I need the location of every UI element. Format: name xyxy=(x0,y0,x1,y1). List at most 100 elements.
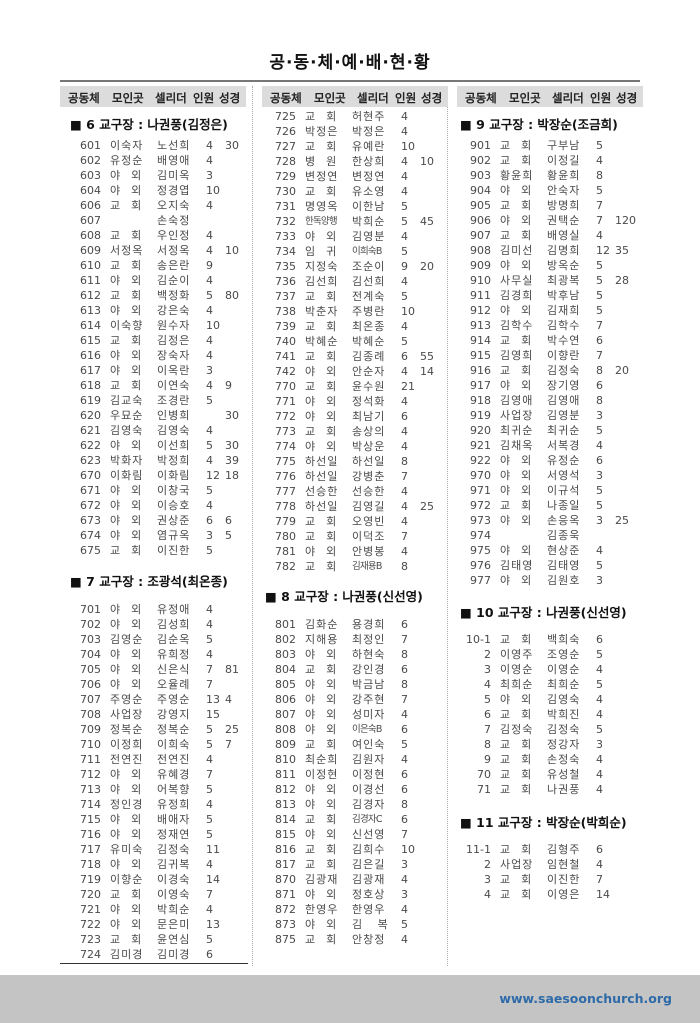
cell-count: 6 xyxy=(401,813,408,826)
table-header: 공동체 모인곳 셀리더 인원 성경 xyxy=(457,86,643,107)
cell-place: 선승한 xyxy=(305,485,339,498)
table-row: 774 야외 박상운 4 xyxy=(255,439,445,454)
cell-count: 10 xyxy=(206,319,220,332)
table-row: 704 야외 유희정 4 xyxy=(60,647,250,662)
cell-code: 733 xyxy=(275,230,296,243)
cell-count: 9 xyxy=(401,260,408,273)
cell-place: 사무실 xyxy=(500,274,534,287)
cell-code: 730 xyxy=(275,185,296,198)
cell-code: 671 xyxy=(80,484,101,497)
table-row: 3 이영순 이영순 4 xyxy=(450,662,640,677)
cell-leader: 박수연 xyxy=(547,334,581,347)
cell-leader: 김정은 xyxy=(157,334,191,347)
cell-place: 야외 xyxy=(305,678,348,691)
cell-place: 야외 xyxy=(305,410,348,423)
cell-leader: 이영은 xyxy=(547,888,581,901)
cell-count: 7 xyxy=(206,663,213,676)
cell-place: 야외 xyxy=(110,499,153,512)
cell-leader: 김영길 xyxy=(352,500,386,513)
cell-leader: 인병희 xyxy=(157,409,191,422)
cell-count: 5 xyxy=(206,394,213,407)
cell-count: 4 xyxy=(401,753,408,766)
header-place: 모인곳 xyxy=(112,91,144,105)
cell-leader: 이희숙 xyxy=(157,738,191,751)
cell-leader: 원수자 xyxy=(157,319,191,332)
cell-leader: 안병봉 xyxy=(352,545,386,558)
cell-code: 740 xyxy=(275,335,296,348)
cell-count: 3 xyxy=(596,738,603,751)
cell-code: 775 xyxy=(275,455,296,468)
table-row: 805 야외 박금남 8 xyxy=(255,677,445,692)
table-row: 709 정복순 정복순 5 25 xyxy=(60,722,250,737)
cell-code: 770 xyxy=(275,380,296,393)
cell-count: 4 xyxy=(206,334,213,347)
cell-code: 614 xyxy=(80,319,101,332)
cell-count: 5 xyxy=(206,828,213,841)
rows-district-9: 901 교회 구부남 5 902 교회 이정길 4 903 황윤희 황윤희 8 904 야외 안숙자 5 905… xyxy=(450,138,640,588)
cell-place: 사업장 xyxy=(500,858,534,871)
cell-code: 725 xyxy=(275,110,296,123)
table-row: 912 야외 김재희 5 xyxy=(450,303,640,318)
cell-place: 야외 xyxy=(305,395,348,408)
cell-count: 4 xyxy=(401,275,408,288)
table-row: 717 유미숙 김정숙 11 xyxy=(60,842,250,857)
cell-count: 7 xyxy=(596,319,603,332)
cell-leader: 이진한 xyxy=(547,873,581,886)
cell-count: 5 xyxy=(596,259,603,272)
cell-place: 교회 xyxy=(500,229,543,242)
table-row: 809 교회 여인숙 5 xyxy=(255,737,445,752)
section-title-district-10: ■ 10 교구장 : 나권풍(신선영) xyxy=(460,605,627,620)
cell-leader: 김정숙 xyxy=(547,723,581,736)
table-row: 707 주영순 주영순 13 4 xyxy=(60,692,250,707)
cell-count: 4 xyxy=(596,708,603,721)
cell-leader: 유정희 xyxy=(157,798,191,811)
cell-count: 4 xyxy=(401,185,408,198)
cell-place: 최귀순 xyxy=(500,424,534,437)
table-row: 6 교회 박희진 4 xyxy=(450,707,640,722)
cell-place: 변정연 xyxy=(305,170,339,183)
cell-code: 7 xyxy=(484,723,491,736)
cell-place: 김채옥 xyxy=(500,439,534,452)
cell-place: 야외 xyxy=(305,230,348,243)
header-bible: 성경 xyxy=(421,91,443,105)
cell-code: 739 xyxy=(275,320,296,333)
cell-place: 사업장 xyxy=(110,708,144,721)
cell-code: 2 xyxy=(484,858,491,871)
cell-code: 919 xyxy=(470,409,491,422)
cell-count: 4 xyxy=(401,110,408,123)
cell-place: 교회 xyxy=(110,933,153,946)
cell-count: 4 xyxy=(206,304,213,317)
table-row: 603 야외 김미옥 3 xyxy=(60,168,250,183)
cell-count: 4 xyxy=(206,798,213,811)
cell-leader: 정복순 xyxy=(157,723,191,736)
cell-leader: 이정현 xyxy=(352,768,386,781)
cell-code: 875 xyxy=(275,933,296,946)
table-row: 71 교회 나권풍 4 xyxy=(450,782,640,797)
table-row: 3 교회 이진한 7 xyxy=(450,872,640,887)
table-row: 602 유정순 배영애 4 xyxy=(60,153,250,168)
table-row: 616 야외 장숙자 4 xyxy=(60,348,250,363)
cell-code: 780 xyxy=(275,530,296,543)
cell-leader: 조순이 xyxy=(352,260,386,273)
cell-leader: 주영순 xyxy=(157,693,191,706)
table-row: 739 교회 최온종 4 xyxy=(255,319,445,334)
table-row: 810 최순희 김원자 4 xyxy=(255,752,445,767)
cell-place: 야외 xyxy=(110,903,153,916)
website-link[interactable]: www.saesoonchurch.org xyxy=(499,991,672,1006)
cell-count: 3 xyxy=(596,469,603,482)
cell-code: 3 xyxy=(484,663,491,676)
table-row: 675 교회 이진한 5 xyxy=(60,543,250,558)
cell-count: 4 xyxy=(401,545,408,558)
cell-count: 5 xyxy=(401,245,408,258)
cell-code: 902 xyxy=(470,154,491,167)
cell-place: 교회 xyxy=(305,290,348,303)
cell-place: 유정순 xyxy=(110,154,144,167)
cell-leader: 김정숙 xyxy=(157,843,191,856)
cell-code: 9 xyxy=(484,753,491,766)
cell-leader: 김학수 xyxy=(547,319,581,332)
cell-count: 7 xyxy=(596,199,603,212)
cell-place: 야외 xyxy=(500,304,543,317)
cell-bible: 20 xyxy=(615,364,629,377)
cell-leader: 박정희 xyxy=(157,454,191,467)
cell-leader: 강영지 xyxy=(157,708,191,721)
